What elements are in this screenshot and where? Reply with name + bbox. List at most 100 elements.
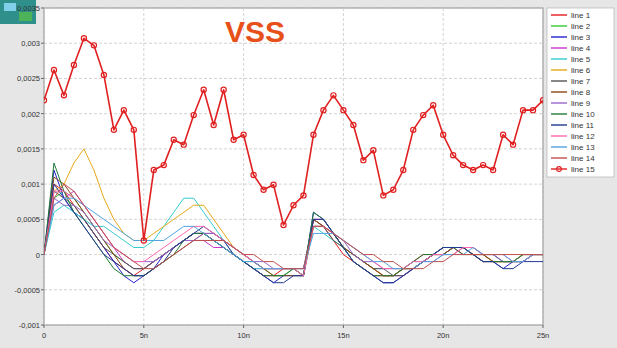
x-tick-label: 0 — [42, 331, 46, 340]
tick-mark — [41, 43, 44, 44]
series-marker — [441, 132, 446, 137]
series-line — [44, 191, 543, 276]
legend-label: line 3 — [571, 33, 591, 42]
series-marker — [211, 122, 216, 127]
grid-line — [44, 289, 543, 290]
legend-swatch — [551, 91, 567, 92]
series-line — [44, 191, 543, 276]
series-marker — [301, 193, 306, 198]
grid-line — [44, 78, 543, 79]
series-marker — [171, 137, 176, 142]
tick-mark — [41, 254, 44, 255]
series-marker — [121, 108, 126, 113]
grid-line — [44, 43, 543, 44]
series-line — [44, 184, 543, 283]
series-marker — [371, 148, 376, 153]
tick-mark — [243, 325, 244, 328]
chart: -0,001-0,000500,00050,0010,00150,0020,00… — [0, 0, 617, 348]
series-marker — [481, 162, 486, 167]
legend-label: line 9 — [571, 99, 591, 108]
thumbnail-block — [19, 12, 32, 21]
grid-line — [44, 148, 543, 149]
series-marker — [111, 127, 116, 132]
x-tick-label: 20n — [437, 331, 450, 340]
series-marker — [201, 87, 206, 92]
legend-label: line 15 — [571, 165, 595, 174]
grid-line — [44, 184, 543, 185]
series-marker — [471, 167, 476, 172]
legend-swatch — [551, 47, 567, 48]
y-tick-label: -0,0005 — [15, 286, 40, 295]
y-tick-label: 0,0015 — [17, 145, 40, 154]
y-tick-label: 0,0005 — [17, 215, 40, 224]
legend-swatch — [551, 80, 567, 81]
series-marker — [51, 67, 56, 72]
series-line — [44, 191, 543, 276]
grid-line — [44, 8, 45, 325]
tick-mark — [41, 289, 44, 290]
grid-line — [543, 8, 544, 325]
series-line — [44, 184, 543, 269]
grid-line — [44, 8, 543, 9]
y-tick-label: 0,003 — [21, 39, 40, 48]
series-marker — [321, 108, 326, 113]
legend-swatch — [551, 135, 567, 136]
series-marker — [71, 62, 76, 67]
series-marker — [231, 137, 236, 142]
legend-swatch — [551, 124, 567, 125]
title: VSS — [225, 15, 285, 48]
series-marker — [530, 108, 535, 113]
legend: line 1line 2line 3line 4line 5line 6line… — [547, 8, 614, 177]
grid-line — [243, 8, 244, 325]
tick-mark — [443, 325, 444, 328]
x-tick-label: 25n — [537, 331, 550, 340]
series-marker — [281, 222, 286, 227]
series-line — [44, 198, 543, 268]
legend-swatch — [551, 25, 567, 26]
y-tick-label: 0,0025 — [17, 74, 40, 83]
series-line — [44, 198, 543, 275]
series-marker — [151, 167, 156, 172]
series-marker — [291, 203, 296, 208]
y-tick-label: 0,002 — [21, 110, 40, 119]
legend-label: line 2 — [571, 22, 591, 31]
series-marker — [271, 182, 276, 187]
series-marker — [391, 187, 396, 192]
series-marker — [261, 187, 266, 192]
thumbnail-block — [4, 3, 16, 11]
legend-label: line 4 — [571, 44, 591, 53]
legend-marker — [557, 167, 562, 172]
legend-label: line 7 — [571, 77, 591, 86]
tick-mark — [543, 325, 544, 328]
series-line — [44, 198, 543, 268]
series-marker — [500, 132, 505, 137]
series-marker — [131, 127, 136, 132]
series-marker — [401, 167, 406, 172]
series-marker — [411, 127, 416, 132]
legend-label: line 6 — [571, 66, 591, 75]
legend-label: line 5 — [571, 55, 591, 64]
series-marker — [520, 108, 525, 113]
y-tick-label: 0,001 — [21, 180, 40, 189]
legend-swatch — [551, 113, 567, 114]
series-marker — [510, 142, 515, 147]
series-marker — [361, 158, 366, 163]
series-marker — [91, 43, 96, 48]
series-marker — [491, 167, 496, 172]
tick-mark — [44, 325, 45, 328]
series-line — [44, 191, 543, 276]
grid-line — [143, 8, 144, 325]
series-marker — [421, 112, 426, 117]
y-tick-label: 0 — [36, 251, 40, 260]
legend-label: line 8 — [571, 88, 591, 97]
tick-mark — [343, 325, 344, 328]
x-tick-label: 10n — [237, 331, 250, 340]
legend-label: line 10 — [571, 110, 595, 119]
series-marker — [191, 112, 196, 117]
tick-mark — [41, 8, 44, 9]
grid-line — [343, 8, 344, 325]
series-line — [44, 38, 543, 240]
legend-box — [547, 8, 614, 177]
legend-label: line 14 — [571, 154, 595, 163]
grid-line — [44, 113, 543, 114]
